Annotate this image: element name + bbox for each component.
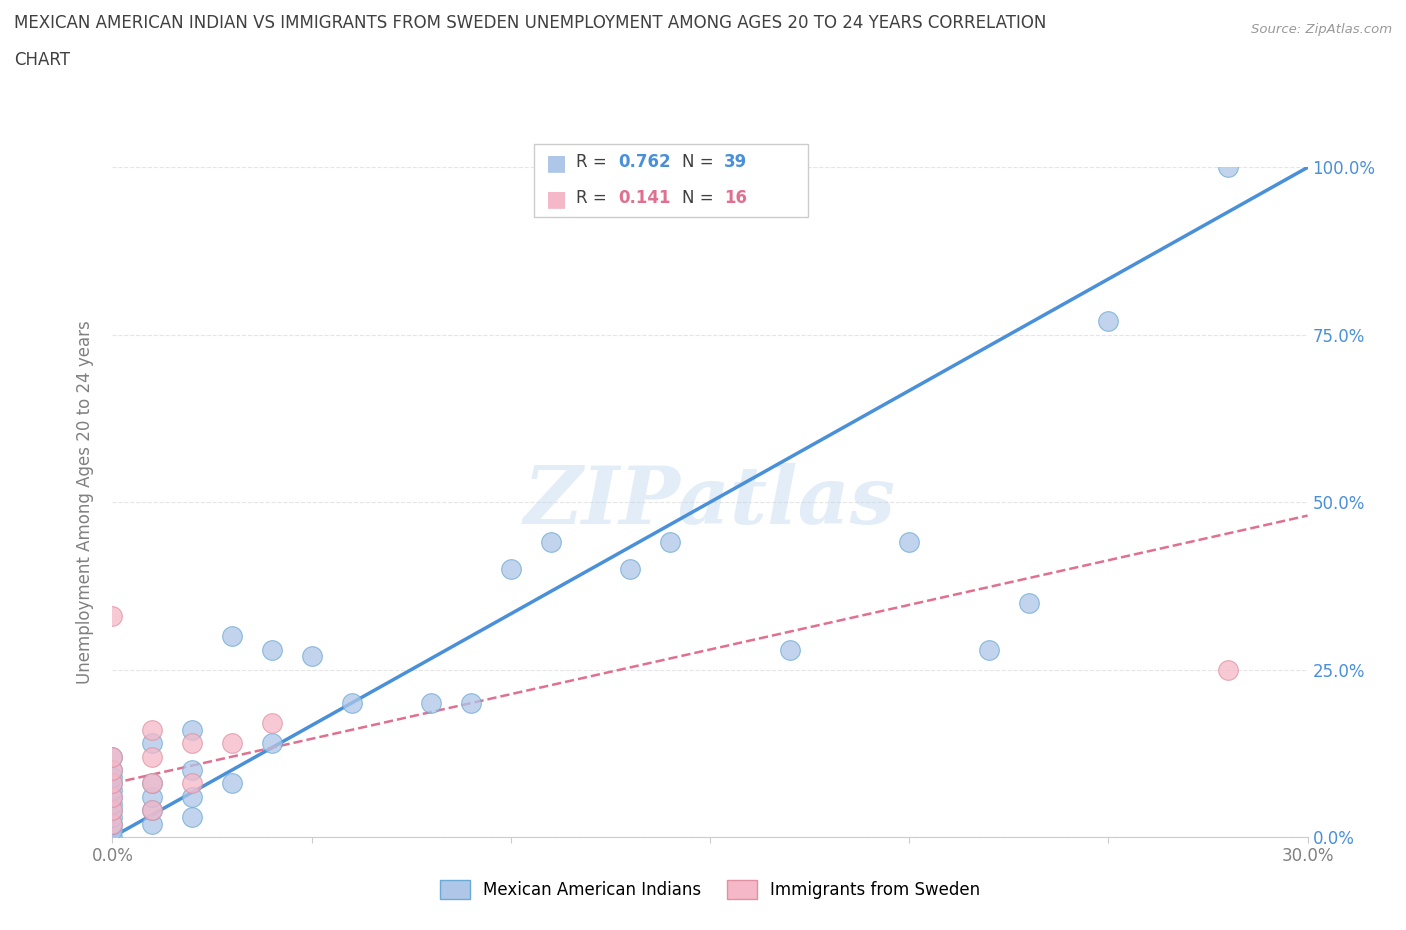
Text: ■: ■: [546, 189, 567, 209]
Point: [101, 750, 124, 764]
Legend: Mexican American Indians, Immigrants from Sweden: Mexican American Indians, Immigrants fro…: [433, 873, 987, 906]
Point: [141, 803, 163, 817]
Point: [101, 803, 124, 817]
Point: [460, 696, 482, 711]
Point: [141, 776, 163, 790]
Point: [101, 763, 124, 777]
Point: [101, 608, 124, 623]
Point: [101, 809, 124, 824]
Point: [499, 562, 522, 577]
Point: [101, 830, 124, 844]
Point: [181, 776, 204, 790]
Point: [619, 562, 641, 577]
Text: Source: ZipAtlas.com: Source: ZipAtlas.com: [1251, 23, 1392, 36]
Text: ■: ■: [546, 153, 567, 174]
Point: [101, 823, 124, 838]
Point: [181, 736, 204, 751]
Point: [101, 796, 124, 811]
Point: [101, 776, 124, 790]
Point: [101, 803, 124, 817]
Text: CHART: CHART: [14, 51, 70, 69]
Text: ZIPatlas: ZIPatlas: [524, 463, 896, 541]
Point: [101, 817, 124, 831]
Point: [779, 642, 801, 657]
Point: [221, 776, 243, 790]
Point: [141, 803, 163, 817]
Text: 0.762: 0.762: [619, 153, 671, 171]
Point: [260, 716, 283, 731]
Point: [221, 629, 243, 644]
Point: [101, 776, 124, 790]
Point: [181, 809, 204, 824]
Text: N =: N =: [682, 189, 718, 206]
Text: N =: N =: [682, 153, 718, 171]
Point: [101, 790, 124, 804]
Point: [420, 696, 443, 711]
Point: [141, 817, 163, 831]
Point: [141, 750, 163, 764]
Point: [141, 736, 163, 751]
Point: [181, 763, 204, 777]
Text: MEXICAN AMERICAN INDIAN VS IMMIGRANTS FROM SWEDEN UNEMPLOYMENT AMONG AGES 20 TO : MEXICAN AMERICAN INDIAN VS IMMIGRANTS FR…: [14, 14, 1046, 32]
Point: [260, 642, 283, 657]
Point: [1216, 160, 1239, 175]
Point: [101, 750, 124, 764]
Point: [141, 723, 163, 737]
Text: R =: R =: [576, 153, 613, 171]
Point: [141, 776, 163, 790]
Point: [540, 535, 562, 550]
Point: [101, 817, 124, 831]
Point: [101, 769, 124, 784]
Y-axis label: Unemployment Among Ages 20 to 24 years: Unemployment Among Ages 20 to 24 years: [76, 320, 94, 684]
Point: [101, 783, 124, 798]
Point: [1097, 314, 1119, 329]
Text: 0.141: 0.141: [619, 189, 671, 206]
Point: [101, 763, 124, 777]
Text: R =: R =: [576, 189, 613, 206]
Point: [340, 696, 363, 711]
Point: [181, 723, 204, 737]
Text: 16: 16: [724, 189, 747, 206]
Point: [221, 736, 243, 751]
Point: [1018, 595, 1040, 610]
Point: [898, 535, 921, 550]
Point: [181, 790, 204, 804]
Point: [659, 535, 682, 550]
Point: [101, 790, 124, 804]
Point: [141, 790, 163, 804]
Text: 39: 39: [724, 153, 748, 171]
Point: [1216, 662, 1239, 677]
Point: [301, 649, 323, 664]
Point: [260, 736, 283, 751]
Point: [977, 642, 1000, 657]
